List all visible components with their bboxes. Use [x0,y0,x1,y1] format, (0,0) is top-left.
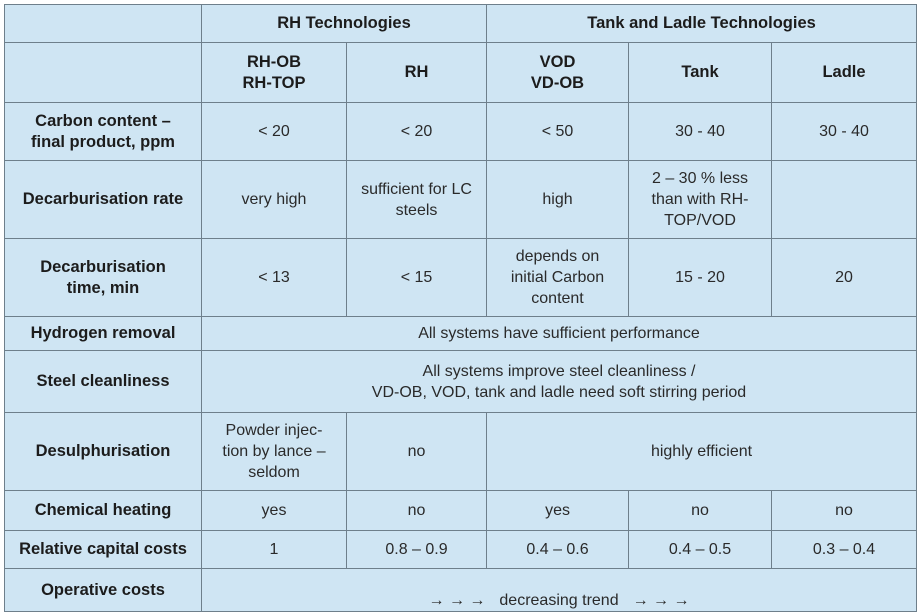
cell-carbon-rhob: < 20 [201,102,347,161]
column-header-row: RH-OB RH-TOP RH VOD VD-OB Tank Ladle [4,42,918,103]
cell-chem-heat-rhob: yes [201,490,347,531]
cell-carbon-vod: < 50 [486,102,630,161]
row-label-desulph: Desulphurisation [4,412,202,491]
row-label-chem-heat: Chemical heating [4,490,202,531]
corner-cell-2 [4,42,202,103]
cell-chem-heat-rh: no [345,490,488,531]
cell-carbon-rh: < 20 [345,102,488,161]
corner-cell [4,4,202,43]
cell-decarb-rate-rh: sufficient for LC steels [345,160,488,239]
cell-decarb-time-rh: < 15 [345,238,488,317]
cell-decarb-rate-tank: 2 – 30 % less than with RH- TOP/VOD [628,160,773,239]
cell-chem-heat-tank: no [628,490,773,531]
row-label-decarb-time: Decarburisation time, min [4,238,202,317]
table-row: Hydrogen removal All systems have suffic… [4,316,918,351]
cell-hydrogen-all: All systems have sufficient performance [200,316,918,351]
cell-decarb-rate-vod: high [486,160,630,239]
table-row: Decarburisation rate very high sufficien… [4,160,918,239]
table-row: Carbon content – final product, ppm < 20… [4,102,918,161]
cell-cleanliness-all: All systems improve steel cleanliness / … [200,350,918,413]
table-row: Relative capital costs 1 0.8 – 0.9 0.4 –… [4,530,918,569]
header-rh: RH [345,42,488,103]
cell-decarb-rate-ladle [771,160,918,239]
table-row: Operative costs → → → decreasing trend → →… [4,568,918,612]
header-tank-ladle-technologies: Tank and Ladle Technologies [486,4,918,43]
arrows-left-icon: → → → [428,592,486,609]
group-header-row: RH Technologies Tank and Ladle Technolog… [4,4,918,43]
table-row: Chemical heating yes no yes no no [4,490,918,531]
cell-chem-heat-ladle: no [771,490,918,531]
header-rh-technologies: RH Technologies [200,4,488,43]
header-vod: VOD VD-OB [486,42,630,103]
row-label-operative: Operative costs [4,568,202,612]
row-label-cleanliness: Steel cleanliness [4,350,202,413]
cell-decarb-time-vod: depends on initial Carbon content [486,238,630,317]
decreasing-trend-text: decreasing trend [499,592,619,609]
header-rhob: RH-OB RH-TOP [201,42,347,103]
cell-carbon-tank: 30 - 40 [628,102,773,161]
cell-desulph-rhob: Powder injec- tion by lance – seldom [201,412,347,491]
cell-operative-all: → → → decreasing trend → → → [200,568,918,612]
cell-capital-rhob: 1 [201,530,347,569]
cell-capital-ladle: 0.3 – 0.4 [771,530,918,569]
table-row: Desulphurisation Powder injec- tion by l… [4,412,918,491]
row-label-hydrogen: Hydrogen removal [4,316,202,351]
header-ladle: Ladle [771,42,918,103]
cell-capital-vod: 0.4 – 0.6 [486,530,630,569]
arrows-right-icon: → → → [632,592,690,609]
row-label-carbon: Carbon content – final product, ppm [4,102,202,161]
cell-carbon-ladle: 30 - 40 [771,102,918,161]
cell-decarb-time-tank: 15 - 20 [628,238,773,317]
cell-desulph-rh: no [345,412,488,491]
cell-decarb-time-ladle: 20 [771,238,918,317]
table-row: Steel cleanliness All systems improve st… [4,350,918,413]
row-label-capital: Relative capital costs [4,530,202,569]
cell-capital-rh: 0.8 – 0.9 [345,530,488,569]
comparison-table: RH Technologies Tank and Ladle Technolog… [4,4,918,612]
cell-desulph-rest: highly efficient [486,412,918,491]
cell-decarb-time-rhob: < 13 [201,238,347,317]
table-row: Decarburisation time, min < 13 < 15 depe… [4,238,918,317]
cell-chem-heat-vod: yes [486,490,630,531]
cell-decarb-rate-rhob: very high [201,160,347,239]
header-tank: Tank [628,42,773,103]
cell-capital-tank: 0.4 – 0.5 [628,530,773,569]
row-label-decarb-rate: Decarburisation rate [4,160,202,239]
